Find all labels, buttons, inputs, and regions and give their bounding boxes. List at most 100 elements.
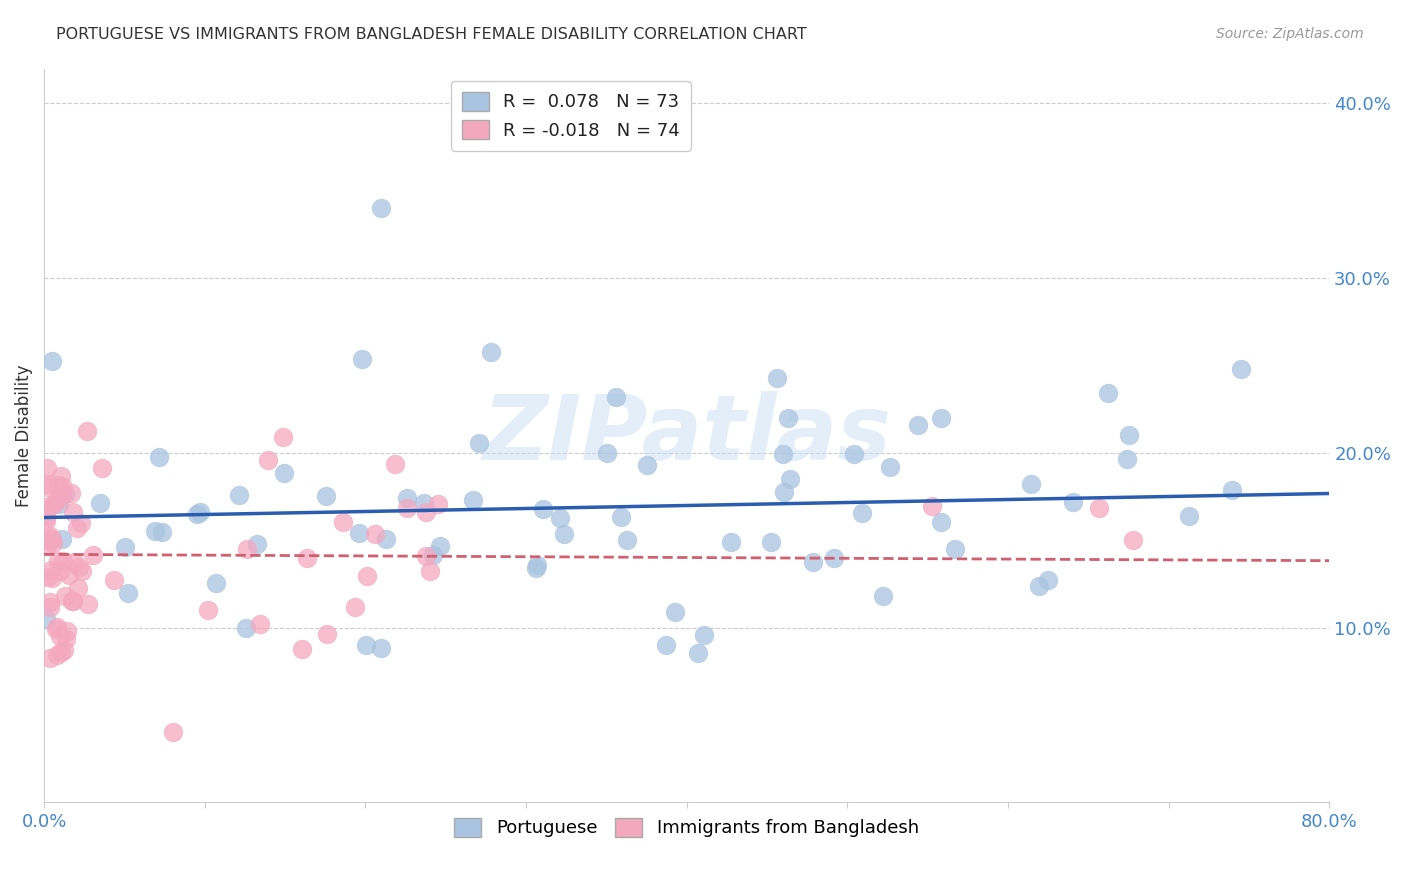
- Point: [766, 371, 789, 385]
- Point: [66, 521, 89, 535]
- Point: [62, 594, 84, 608]
- Point: [761, 535, 783, 549]
- Point: [429, 539, 451, 553]
- Point: [256, 452, 278, 467]
- Point: [67, 560, 90, 574]
- Point: [150, 524, 173, 539]
- Point: [53, 589, 76, 603]
- Point: [56, 624, 79, 639]
- Point: [354, 638, 377, 652]
- Point: [291, 642, 314, 657]
- Point: [35, 510, 58, 524]
- Point: [415, 549, 437, 563]
- Point: [49, 645, 72, 659]
- Point: [35, 502, 58, 516]
- Text: PORTUGUESE VS IMMIGRANTS FROM BANGLADESH FEMALE DISABILITY CORRELATION CHART: PORTUGUESE VS IMMIGRANTS FROM BANGLADESH…: [56, 27, 807, 42]
- Point: [37, 480, 59, 494]
- Point: [59, 486, 82, 500]
- Point: [45, 493, 67, 508]
- Point: [77, 597, 100, 611]
- Point: [344, 600, 367, 615]
- Point: [42, 535, 65, 549]
- Point: [205, 575, 228, 590]
- Point: [851, 506, 873, 520]
- Point: [76, 425, 98, 439]
- Point: [426, 497, 449, 511]
- Point: [49, 629, 72, 643]
- Point: [55, 632, 77, 647]
- Point: [374, 532, 396, 546]
- Point: [370, 640, 392, 655]
- Point: [35, 612, 58, 626]
- Point: [53, 642, 76, 657]
- Point: [419, 564, 441, 578]
- Point: [52, 554, 75, 568]
- Point: [415, 505, 437, 519]
- Point: [188, 505, 211, 519]
- Point: [46, 620, 69, 634]
- Point: [162, 725, 184, 739]
- Point: [526, 558, 548, 572]
- Point: [39, 529, 62, 543]
- Point: [228, 488, 250, 502]
- Point: [235, 621, 257, 635]
- Point: [41, 354, 63, 368]
- Point: [1177, 509, 1199, 524]
- Point: [524, 561, 547, 575]
- Point: [51, 532, 73, 546]
- Point: [51, 468, 73, 483]
- Point: [347, 526, 370, 541]
- Point: [197, 603, 219, 617]
- Point: [37, 570, 59, 584]
- Text: Source: ZipAtlas.com: Source: ZipAtlas.com: [1216, 27, 1364, 41]
- Point: [90, 460, 112, 475]
- Point: [1062, 495, 1084, 509]
- Point: [1220, 483, 1243, 497]
- Point: [356, 569, 378, 583]
- Point: [655, 638, 678, 652]
- Point: [38, 500, 60, 514]
- Point: [413, 496, 436, 510]
- Point: [41, 571, 63, 585]
- Point: [872, 589, 894, 603]
- Point: [35, 539, 58, 553]
- Point: [596, 445, 619, 459]
- Point: [41, 532, 63, 546]
- Point: [62, 594, 84, 608]
- Point: [273, 466, 295, 480]
- Point: [37, 460, 59, 475]
- Point: [943, 541, 966, 556]
- Point: [39, 563, 62, 577]
- Point: [479, 345, 502, 359]
- Point: [879, 459, 901, 474]
- Point: [929, 410, 952, 425]
- Y-axis label: Female Disability: Female Disability: [15, 364, 32, 507]
- Point: [553, 527, 575, 541]
- Point: [117, 585, 139, 599]
- Point: [688, 646, 710, 660]
- Point: [664, 605, 686, 619]
- Point: [143, 524, 166, 538]
- Point: [422, 548, 444, 562]
- Point: [46, 554, 69, 568]
- Point: [114, 541, 136, 555]
- Point: [315, 489, 337, 503]
- Point: [461, 492, 484, 507]
- Point: [364, 526, 387, 541]
- Point: [62, 505, 84, 519]
- Point: [53, 487, 76, 501]
- Point: [1118, 428, 1140, 442]
- Point: [1028, 579, 1050, 593]
- Point: [636, 458, 658, 473]
- Point: [772, 447, 794, 461]
- Point: [395, 501, 418, 516]
- Legend: Portuguese, Immigrants from Bangladesh: Portuguese, Immigrants from Bangladesh: [447, 811, 927, 845]
- Point: [468, 435, 491, 450]
- Point: [297, 551, 319, 566]
- Point: [186, 507, 208, 521]
- Point: [1087, 500, 1109, 515]
- Point: [62, 555, 84, 569]
- Point: [605, 391, 627, 405]
- Point: [42, 497, 65, 511]
- Point: [249, 617, 271, 632]
